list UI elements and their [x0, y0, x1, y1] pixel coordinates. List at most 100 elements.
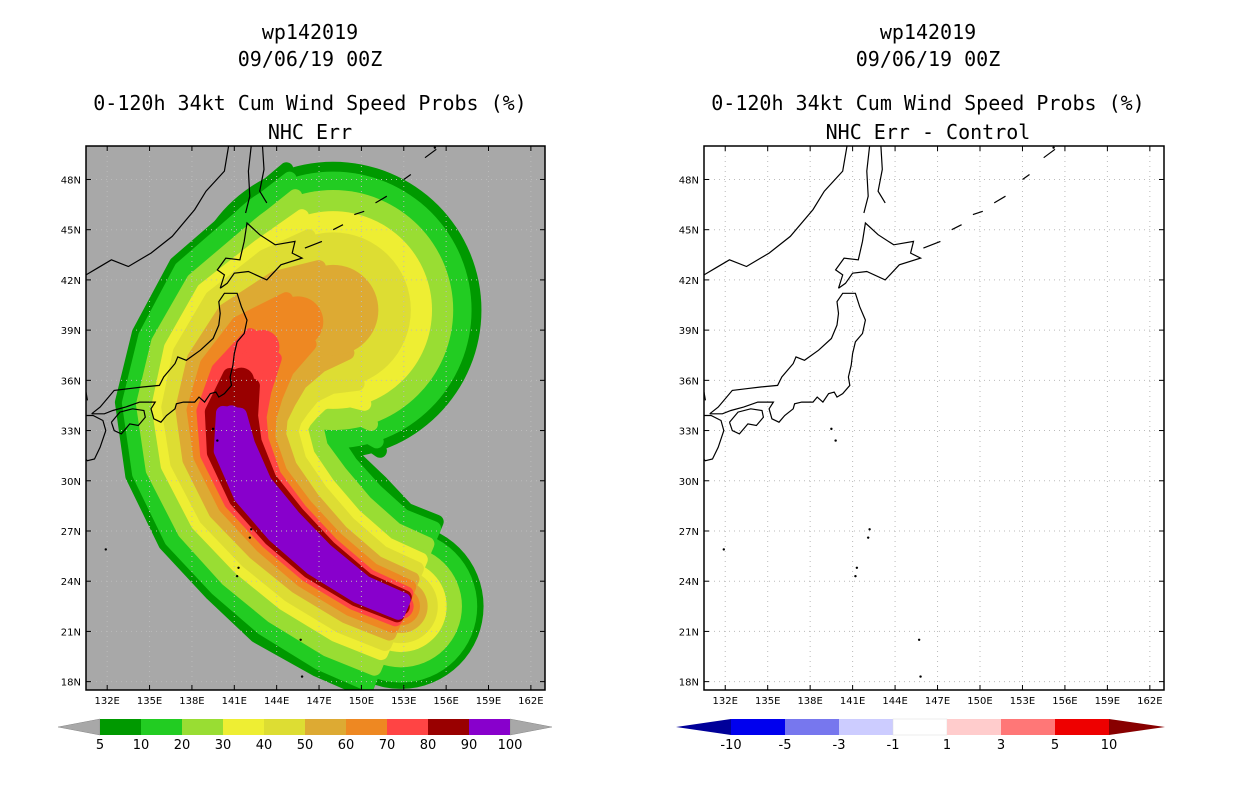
- colorbar-label: 40: [256, 738, 273, 753]
- right-title-date: 09/06/19 00Z: [855, 47, 1001, 71]
- colorbar-swatch-5: [100, 719, 141, 735]
- right-title-subtitle: NHC Err - Control: [825, 120, 1031, 144]
- island-6: [300, 675, 304, 678]
- colorbar-label: 5: [96, 738, 104, 753]
- colorbar-right-arrow: [1109, 719, 1165, 735]
- x-tick-label: 159E: [476, 696, 501, 707]
- y-tick-label: 27N: [61, 527, 81, 538]
- coastline-9: [951, 224, 962, 231]
- island-9: [1052, 146, 1055, 149]
- right-title-storm: wp142019: [879, 20, 977, 44]
- x-tick-label: 138E: [179, 696, 204, 707]
- x-tick-label: 150E: [349, 696, 374, 707]
- colorbar-label: 90: [461, 738, 478, 753]
- x-tick-label: 150E: [967, 696, 992, 707]
- y-tick-label: 42N: [61, 276, 81, 287]
- colorbar-swatch-60: [346, 719, 387, 735]
- y-tick-label: 24N: [679, 577, 699, 588]
- coastline-13: [1043, 148, 1056, 159]
- contour-90: [213, 405, 411, 620]
- island-7: [854, 574, 857, 578]
- left-colorbar: 5 10 20 30 40 50 60 70 80 90 100: [57, 718, 553, 753]
- colorbar-swatch-4: [947, 719, 1001, 735]
- y-tick-label: 33N: [679, 427, 699, 438]
- x-tick-label: 162E: [518, 696, 543, 707]
- x-tick-label: 156E: [433, 696, 458, 707]
- colorbar-left-arrow: [57, 718, 101, 736]
- coastline-12: [1022, 174, 1030, 180]
- left-title-product: 0-120h 34kt Cum Wind Speed Probs (%): [93, 91, 527, 115]
- island-8: [104, 548, 107, 551]
- x-tick-label: 162E: [1137, 696, 1162, 707]
- island-3: [248, 536, 252, 539]
- y-tick-label: 42N: [679, 276, 699, 287]
- coastline-11: [375, 195, 388, 204]
- right-colorbar: -10 -5 -3 -1 1 3 5 10: [676, 718, 1165, 753]
- colorbar-label: -10: [720, 738, 741, 753]
- island-4: [237, 566, 240, 570]
- island-6: [919, 675, 922, 678]
- colorbar-label: 1: [943, 738, 951, 753]
- y-tick-label: 45N: [61, 226, 81, 237]
- island-0: [830, 427, 833, 431]
- y-tick-label: 18N: [61, 678, 81, 689]
- right-map-background: [704, 146, 1164, 690]
- y-tick-label: 48N: [679, 175, 699, 186]
- island-1: [216, 439, 219, 442]
- island-7: [235, 574, 239, 578]
- colorbar-swatch-50: [305, 719, 346, 735]
- x-tick-label: 135E: [755, 696, 780, 707]
- colorbar-swatch-70: [387, 719, 428, 735]
- island-3: [866, 536, 870, 539]
- colorbar-swatch-20: [182, 719, 223, 735]
- right-title-product: 0-120h 34kt Cum Wind Speed Probs (%): [711, 91, 1145, 115]
- coastline-1: [728, 408, 765, 435]
- coastline-4: [863, 146, 871, 214]
- x-tick-label: 141E: [840, 696, 865, 707]
- contour-cap-end-90: [222, 405, 240, 423]
- colorbar-swatch-2: [839, 719, 893, 735]
- left-title-date: 09/06/19 00Z: [237, 47, 383, 71]
- colorbar-label: 100: [498, 738, 523, 753]
- y-tick-label: 21N: [61, 627, 81, 638]
- coastline-6: [86, 146, 230, 276]
- x-tick-label: 135E: [137, 696, 162, 707]
- colorbar-label: 20: [174, 738, 191, 753]
- colorbar-swatch-80: [428, 719, 469, 735]
- island-9: [433, 146, 437, 149]
- colorbar-left-arrow: [676, 719, 731, 735]
- colorbar-label: 3: [997, 738, 1005, 753]
- coastline-0: [91, 292, 248, 423]
- x-tick-label: 138E: [797, 696, 822, 707]
- colorbar-label: 10: [133, 738, 150, 753]
- x-tick-label: 132E: [94, 696, 119, 707]
- colorbar-label: 80: [420, 738, 437, 753]
- y-tick-label: 33N: [61, 427, 81, 438]
- coastline-6: [704, 146, 848, 276]
- colorbar-swatch-1: [785, 719, 839, 735]
- right-map-frame: [703, 145, 1165, 691]
- left-map-frame: [85, 145, 546, 691]
- colorbar-swatch-40: [264, 719, 305, 735]
- left-title-storm: wp142019: [261, 20, 359, 44]
- colorbar-label: 60: [338, 738, 355, 753]
- colorbar-swatch-3: [892, 718, 948, 736]
- coastline-1: [110, 408, 146, 435]
- coastline-12: [403, 174, 412, 180]
- coastline-10: [972, 210, 983, 216]
- x-tick-label: 141E: [222, 696, 247, 707]
- island-8: [722, 548, 726, 551]
- y-tick-label: 45N: [679, 226, 699, 237]
- coastline-5: [877, 146, 886, 204]
- island-2: [250, 528, 253, 531]
- x-tick-label: 147E: [925, 696, 950, 707]
- coastline-2: [704, 414, 725, 462]
- colorbar-swatch-90: [469, 719, 510, 735]
- colorbar-label: 50: [297, 738, 314, 753]
- coastline-2: [86, 414, 107, 462]
- colorbar-swatch-6: [1055, 719, 1109, 735]
- y-tick-label: 36N: [679, 376, 699, 387]
- colorbar-swatch-30: [223, 719, 264, 735]
- island-5: [917, 638, 921, 641]
- coastline-8: [304, 240, 323, 249]
